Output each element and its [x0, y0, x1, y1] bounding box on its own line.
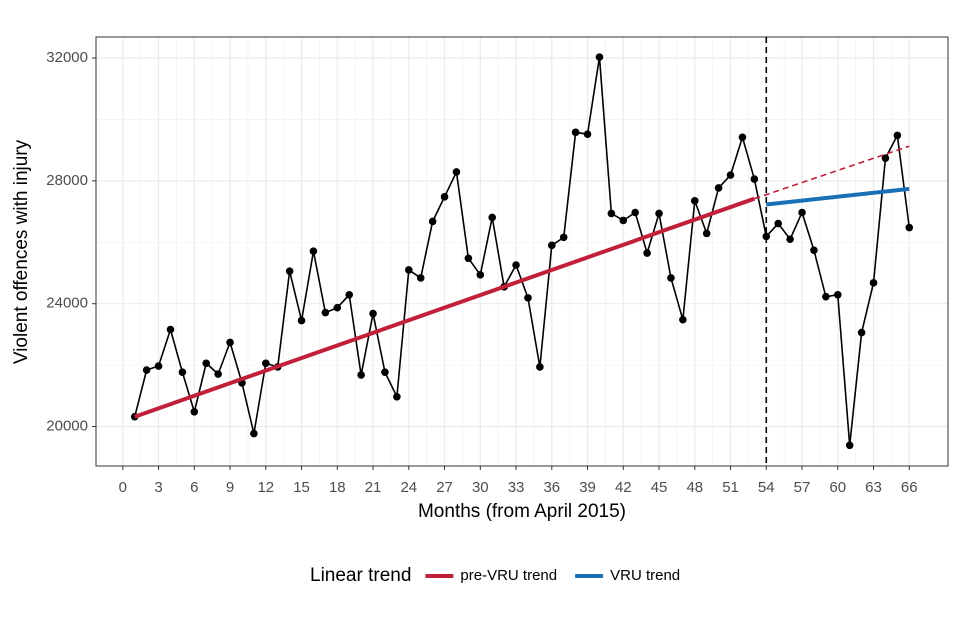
data-point: [393, 392, 401, 401]
data-point: [250, 429, 258, 438]
x-tick-label: 15: [293, 479, 310, 496]
data-point: [536, 363, 544, 371]
data-point: [345, 290, 354, 299]
x-tick-label: 60: [829, 479, 846, 496]
data-point: [607, 209, 616, 218]
data-point: [595, 53, 604, 61]
data-point: [905, 223, 914, 232]
data-point: [810, 246, 818, 255]
data-point: [583, 130, 592, 138]
data-point: [178, 368, 187, 376]
data-point: [690, 197, 699, 205]
x-tick-label: 3: [154, 479, 162, 496]
legend-label: VRU trend: [610, 567, 680, 584]
data-point: [524, 294, 532, 302]
data-point: [357, 371, 365, 379]
data-point: [738, 133, 747, 142]
data-point: [559, 233, 568, 242]
data-point: [464, 254, 473, 263]
x-tick-label: 0: [119, 479, 127, 496]
x-tick-label: 21: [365, 479, 382, 496]
data-point: [833, 290, 842, 299]
y-tick-label: 24000: [46, 295, 88, 312]
data-point: [142, 366, 151, 374]
data-point: [440, 193, 449, 201]
legend-title: Linear trend: [310, 565, 411, 586]
y-tick-label: 28000: [46, 172, 88, 189]
data-point: [154, 362, 163, 370]
y-axis-title: Violent offences with injury: [11, 139, 32, 364]
data-point: [726, 171, 735, 179]
data-point: [762, 232, 771, 241]
data-point: [214, 370, 222, 378]
x-tick-label: 6: [190, 479, 198, 496]
plot-border: [95, 36, 949, 467]
trend-line: [134, 196, 756, 419]
data-point: [512, 261, 520, 269]
data-point: [774, 219, 782, 228]
data-point: [571, 128, 580, 137]
x-tick-label: 33: [508, 479, 525, 496]
data-point: [166, 325, 175, 334]
x-axis-title: Months (from April 2015): [418, 501, 626, 522]
data-point: [285, 267, 294, 275]
data-point: [619, 216, 628, 225]
data-point: [881, 154, 890, 162]
x-tick-label: 24: [400, 479, 417, 496]
trend-line: [766, 186, 910, 207]
data-point: [869, 279, 878, 287]
data-point: [333, 303, 342, 312]
data-point: [822, 292, 830, 301]
data-point: [321, 308, 330, 317]
data-point: [667, 274, 675, 282]
data-point: [428, 217, 437, 226]
data-point: [547, 241, 556, 250]
x-tick-label: 66: [901, 479, 918, 496]
data-point: [750, 175, 759, 183]
data-point: [381, 368, 389, 376]
x-tick-label: 54: [758, 479, 775, 496]
x-tick-label: 18: [329, 479, 346, 496]
y-tick-label: 32000: [46, 49, 88, 66]
data-point: [643, 249, 651, 257]
data-point: [488, 213, 497, 222]
x-tick-label: 36: [543, 479, 560, 496]
data-point: [190, 407, 199, 416]
data-point: [798, 208, 806, 217]
data-point: [714, 184, 723, 192]
x-tick-label: 39: [579, 479, 596, 496]
data-point: [679, 315, 687, 324]
data-point: [845, 441, 854, 450]
data-point: [857, 328, 866, 337]
legend-label: pre-VRU trend: [460, 567, 557, 584]
data-point: [786, 235, 794, 244]
x-tick-label: 27: [436, 479, 453, 496]
x-tick-label: 42: [615, 479, 632, 496]
data-point: [202, 359, 211, 368]
data-point: [476, 271, 485, 279]
data-point: [262, 359, 270, 368]
x-tick-label: 30: [472, 479, 489, 496]
x-tick-label: 48: [686, 479, 703, 496]
data-point: [416, 274, 425, 282]
data-point: [452, 168, 461, 176]
data-point: [702, 229, 711, 238]
data-point: [297, 316, 306, 325]
data-point: [404, 266, 413, 274]
data-point: [893, 131, 902, 140]
data-point: [655, 209, 663, 218]
data-point: [226, 338, 234, 347]
data-point: [631, 208, 640, 217]
x-tick-label: 63: [865, 479, 882, 496]
data-point: [369, 309, 377, 318]
x-tick-label: 12: [257, 479, 274, 496]
x-tick-label: 9: [226, 479, 234, 496]
data-point: [309, 247, 318, 255]
x-tick-label: 51: [722, 479, 739, 496]
trend-projection: [754, 145, 910, 200]
y-tick-label: 20000: [46, 418, 88, 435]
x-tick-label: 57: [794, 479, 811, 496]
x-tick-label: 45: [651, 479, 668, 496]
